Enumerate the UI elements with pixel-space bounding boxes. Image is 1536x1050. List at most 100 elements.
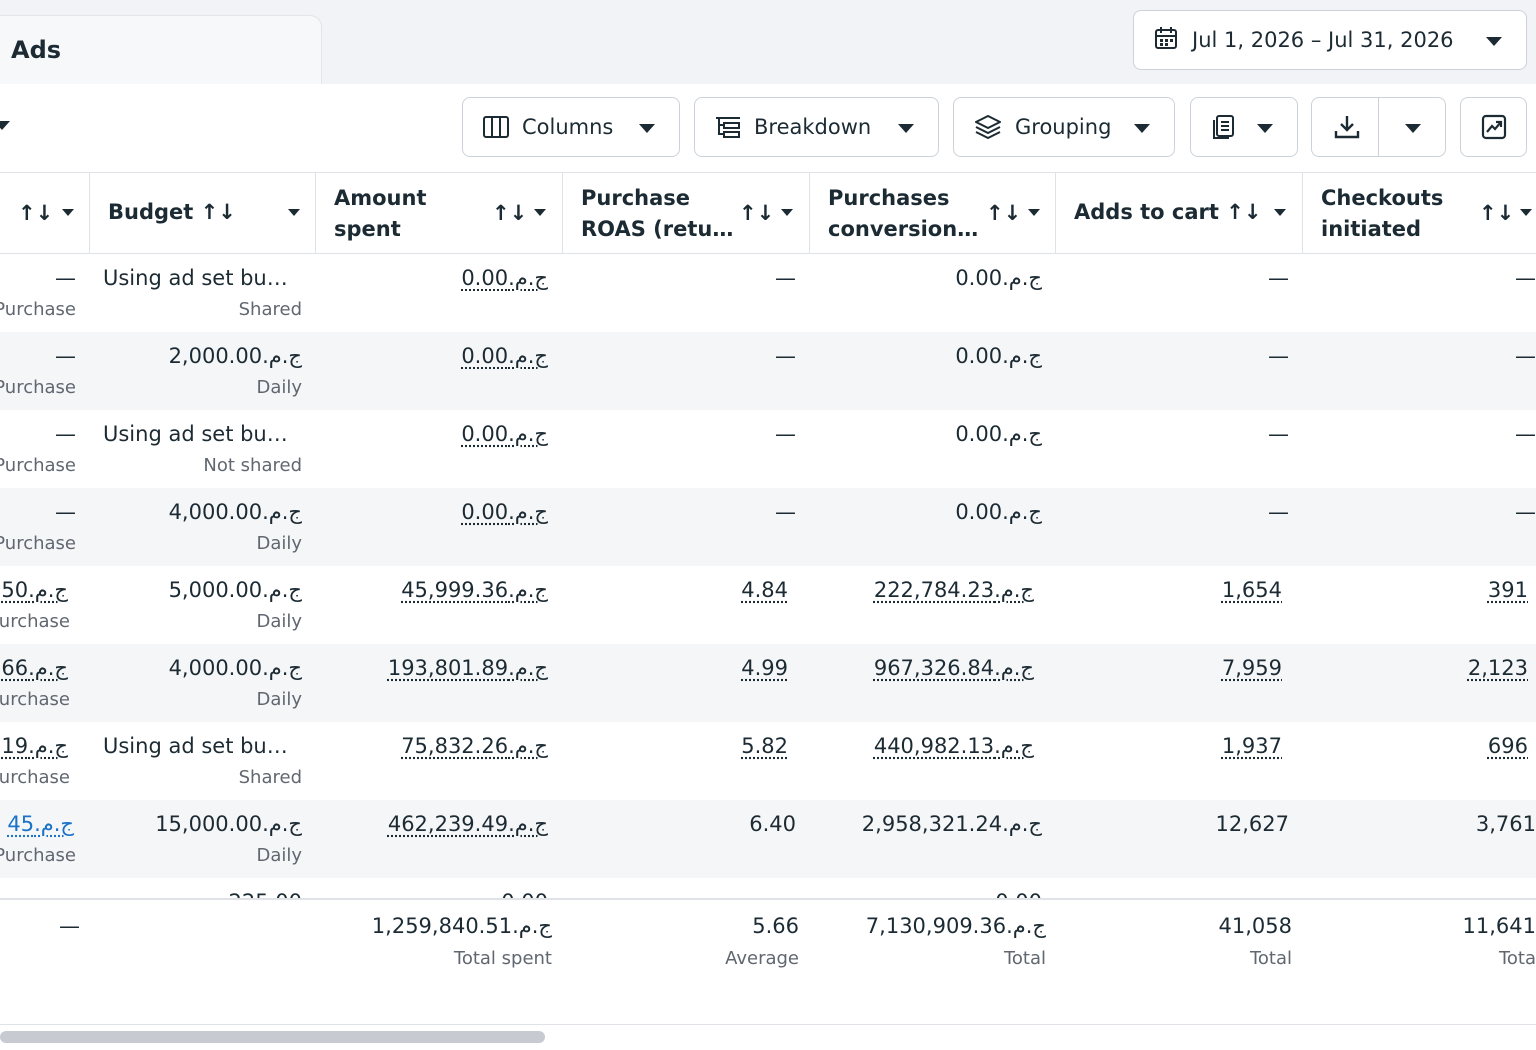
table-row[interactable]: ج.م.45 Purchase ج.م.15,000.00 Daily ج.م.… xyxy=(0,800,1536,878)
cost-per-result[interactable]: ج.م.66 xyxy=(1,656,68,680)
purchases-conversion-value[interactable]: ج.م.222,784.23 xyxy=(873,578,1034,602)
tab-ads[interactable]: Ads xyxy=(0,15,322,84)
column-title-purchases-conversion: Purchases conversion… xyxy=(828,186,979,241)
chevron-down-icon[interactable] xyxy=(1520,209,1532,216)
cost-per-result-link[interactable]: ج.م.45 xyxy=(7,812,74,836)
chevron-down-icon[interactable] xyxy=(1274,209,1286,216)
column-header-amount-spent[interactable]: Amount spent ↑↓ xyxy=(316,173,563,253)
sort-icon[interactable]: ↑↓ xyxy=(739,201,775,225)
date-range-label: Jul 1, 2026 – Jul 31, 2026 xyxy=(1192,28,1454,52)
breakdown-button[interactable]: Breakdown xyxy=(694,97,939,157)
cost-per-result[interactable]: ج.م.50 xyxy=(1,578,68,602)
table-row[interactable]: — Purchase Using ad set bu… Not shared ج… xyxy=(0,410,1536,488)
adds-to-cart[interactable]: 1,654 xyxy=(1221,578,1282,602)
chevron-down-icon xyxy=(898,124,914,133)
total-adds-to-cart: 41,058 xyxy=(1218,914,1292,938)
result-type: Purchase xyxy=(0,299,76,320)
checkouts-initiated: — xyxy=(1515,344,1536,368)
result-type: Purchase xyxy=(0,767,70,788)
budget-value: ج.م.4,000.00 xyxy=(168,656,302,680)
adds-to-cart: — xyxy=(1268,500,1289,524)
checkouts-initiated[interactable]: 696 xyxy=(1487,734,1528,758)
chevron-down-icon[interactable] xyxy=(1028,209,1040,216)
checkouts-initiated[interactable]: 2,123 xyxy=(1467,656,1528,680)
amount-spent[interactable]: ج.م.193,801.89 xyxy=(387,656,548,680)
sort-icon[interactable]: ↑↓ xyxy=(1479,201,1515,225)
column-header-budget[interactable]: Budget ↑↓ xyxy=(90,173,316,253)
chevron-down-icon[interactable] xyxy=(288,209,300,216)
adds-to-cart: — xyxy=(1268,344,1289,368)
report-icon xyxy=(1211,114,1237,140)
amount-spent[interactable]: ج.م.0.00 xyxy=(461,422,548,446)
sort-icon[interactable]: ↑↓ xyxy=(18,201,54,225)
table-row[interactable]: 225.00 0.00 0.00 xyxy=(0,878,1536,899)
sort-icon[interactable]: ↑↓ xyxy=(492,201,528,225)
purchases-conversion-value[interactable]: ج.م.440,982.13 xyxy=(873,734,1034,758)
chevron-down-icon[interactable] xyxy=(534,209,546,216)
charts-button[interactable] xyxy=(1460,97,1527,157)
cost-per-result: — xyxy=(55,344,76,368)
result-type: Purchase xyxy=(0,611,70,632)
amount-spent[interactable]: ج.م.0.00 xyxy=(461,344,548,368)
column-title-adds-to-cart: Adds to cart ↑↓ xyxy=(1074,200,1262,224)
cost-per-result[interactable]: ج.م.19 xyxy=(1,734,68,758)
amount-spent: 0.00 xyxy=(501,890,548,899)
result-type: Purchase xyxy=(0,845,76,866)
checkouts-initiated: — xyxy=(1515,500,1536,524)
adds-to-cart[interactable]: 1,937 xyxy=(1221,734,1282,758)
cost-per-result: — xyxy=(55,266,76,290)
column-header-results[interactable]: ↑↓ xyxy=(0,173,90,253)
calendar-icon xyxy=(1154,26,1178,54)
table-row[interactable]: — Purchase Using ad set bu… Shared ج.م.0… xyxy=(0,254,1536,332)
column-header-adds-to-cart[interactable]: Adds to cart ↑↓ xyxy=(1056,173,1303,253)
checkouts-initiated: — xyxy=(1515,422,1536,446)
chevron-down-icon[interactable] xyxy=(0,121,10,130)
budget-value: ج.م.2,000.00 xyxy=(168,344,302,368)
column-header-checkouts-initiated[interactable]: Checkouts initiated ↑↓ xyxy=(1303,173,1536,253)
budget-value: Using ad set bu… xyxy=(103,266,288,290)
budget-type: Daily xyxy=(256,689,302,710)
chevron-down-icon xyxy=(639,124,655,133)
grouping-button[interactable]: Grouping xyxy=(953,97,1175,157)
total-conversion-value: ج.م.7,130,909.36 xyxy=(865,914,1046,938)
button-divider xyxy=(1378,98,1379,156)
purchases-conversion-value[interactable]: ج.م.967,326.84 xyxy=(873,656,1034,680)
table-row[interactable]: — Purchase ج.م.2,000.00 Daily ج.م.0.00 —… xyxy=(0,332,1536,410)
sort-icon[interactable]: ↑↓ xyxy=(986,201,1022,225)
amount-spent[interactable]: ج.م.45,999.36 xyxy=(401,578,548,602)
amount-spent[interactable]: ج.م.0.00 xyxy=(461,500,548,524)
purchase-roas[interactable]: 4.84 xyxy=(741,578,788,602)
columns-label: Columns xyxy=(522,115,614,139)
table-row[interactable]: ج.م.66 Purchase ج.م.4,000.00 Daily ج.م.1… xyxy=(0,644,1536,722)
budget-value: 225.00 xyxy=(229,890,302,899)
result-type: Purchase xyxy=(0,377,76,398)
column-header-purchases-conversion[interactable]: Purchases conversion… ↑↓ xyxy=(810,173,1056,253)
adds-to-cart: 12,627 xyxy=(1215,812,1289,836)
checkouts-initiated: 3,761 xyxy=(1475,812,1536,836)
table-row[interactable]: ج.م.19 Purchase Using ad set bu… Shared … xyxy=(0,722,1536,800)
chevron-down-icon[interactable] xyxy=(781,209,793,216)
chevron-down-icon xyxy=(1134,124,1150,133)
table-row[interactable]: — Purchase ج.م.4,000.00 Daily ج.م.0.00 —… xyxy=(0,488,1536,566)
amount-spent[interactable]: ج.م.462,239.49 xyxy=(387,812,548,836)
reports-button[interactable] xyxy=(1190,97,1298,157)
purchase-roas[interactable]: 5.82 xyxy=(741,734,788,758)
purchases-conversion-value: ج.م.0.00 xyxy=(955,422,1042,446)
checkouts-initiated[interactable]: 391 xyxy=(1487,578,1528,602)
chevron-down-icon[interactable] xyxy=(62,209,74,216)
date-range-picker[interactable]: Jul 1, 2026 – Jul 31, 2026 xyxy=(1133,10,1527,70)
amount-spent[interactable]: ج.م.75,832.26 xyxy=(401,734,548,758)
horizontal-scrollbar[interactable] xyxy=(0,1024,1536,1050)
budget-value: ج.م.5,000.00 xyxy=(168,578,302,602)
scrollbar-thumb[interactable] xyxy=(0,1031,545,1043)
purchase-roas[interactable]: 4.99 xyxy=(741,656,788,680)
adds-to-cart[interactable]: 7,959 xyxy=(1221,656,1282,680)
purchases-conversion-value: ج.م.0.00 xyxy=(955,266,1042,290)
columns-button[interactable]: Columns xyxy=(462,97,680,157)
purchase-roas: — xyxy=(775,344,796,368)
purchase-roas: 6.40 xyxy=(749,812,796,836)
column-header-purchase-roas[interactable]: Purchase ROAS (retu… ↑↓ xyxy=(563,173,810,253)
amount-spent[interactable]: ج.م.0.00 xyxy=(461,266,548,290)
chevron-down-icon[interactable] xyxy=(1405,124,1421,133)
table-row[interactable]: ج.م.50 Purchase ج.م.5,000.00 Daily ج.م.4… xyxy=(0,566,1536,644)
